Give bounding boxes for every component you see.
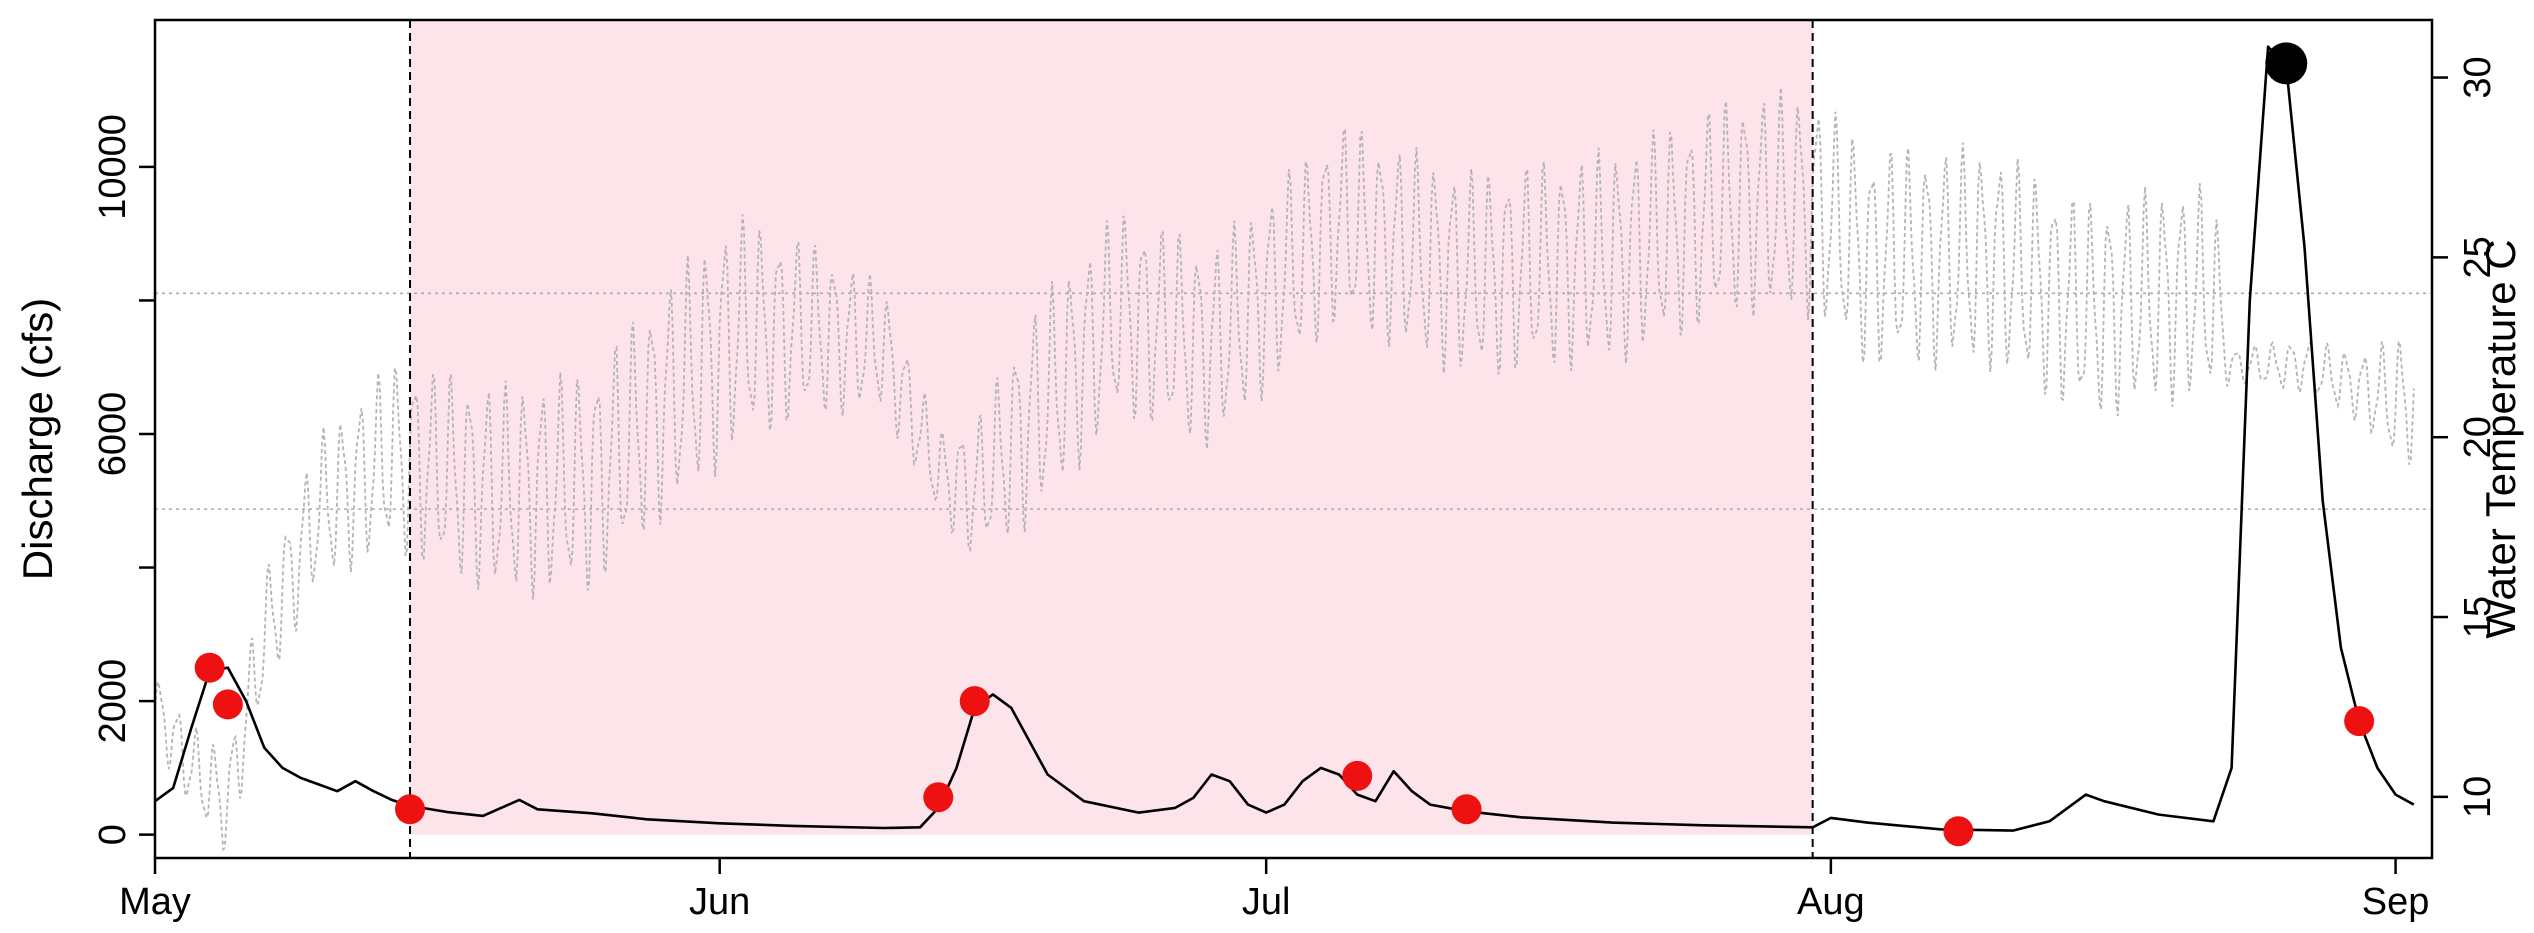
- event-point-2: [212, 689, 243, 720]
- grid-layer: [155, 292, 2432, 510]
- plot-frame: [153, 18, 2434, 860]
- y-axis-title-left: Discharge (cfs): [14, 298, 61, 580]
- period-boundary-layer: [409, 20, 1814, 858]
- x-tick-label-sep: Sep: [2362, 881, 2430, 923]
- x-tick-label-may: May: [119, 881, 191, 923]
- y-tick-label-right-20: 20: [2457, 416, 2499, 458]
- y-tick-label-right-25: 25: [2457, 236, 2499, 278]
- shaded-period: [410, 20, 1813, 835]
- event-point-4: [923, 782, 954, 813]
- peak-point: [2265, 42, 2308, 85]
- y-tick-label-left-10000: 10000: [92, 114, 134, 220]
- temperature-layer: [154, 87, 2415, 852]
- x-tick-label-aug: Aug: [1797, 881, 1865, 923]
- event-point-7: [1451, 794, 1482, 825]
- y-tick-label-right-10: 10: [2457, 776, 2499, 818]
- y-axis-title-right: Water Temperature C: [2477, 239, 2524, 638]
- shade-layer: [410, 20, 1813, 835]
- x-tick-label-jun: Jun: [689, 881, 750, 923]
- event-point-8: [1943, 816, 1974, 847]
- event-point-5: [959, 686, 990, 717]
- event-point-6: [1342, 760, 1373, 791]
- y-tick-label-left-0: 0: [92, 824, 134, 845]
- event-points-layer: [194, 42, 2375, 847]
- x-tick-label-jul: Jul: [1242, 881, 1291, 923]
- y-tick-label-left-6000: 6000: [92, 392, 134, 477]
- event-point-9: [2344, 706, 2375, 737]
- event-point-1: [194, 652, 225, 683]
- y-tick-label-left-2000: 2000: [92, 659, 134, 744]
- event-point-3: [395, 794, 426, 825]
- discharge-layer: [154, 45, 2415, 832]
- y-tick-label-right-30: 30: [2457, 56, 2499, 98]
- discharge-series-line: [154, 45, 2415, 832]
- temperature-series-line: [154, 87, 2415, 852]
- axes-layer: May Jun Jul Aug Sep 0 2000 6000 10000 10 15 20 25 30: [92, 56, 2499, 923]
- y-tick-label-right-15: 15: [2457, 596, 2499, 638]
